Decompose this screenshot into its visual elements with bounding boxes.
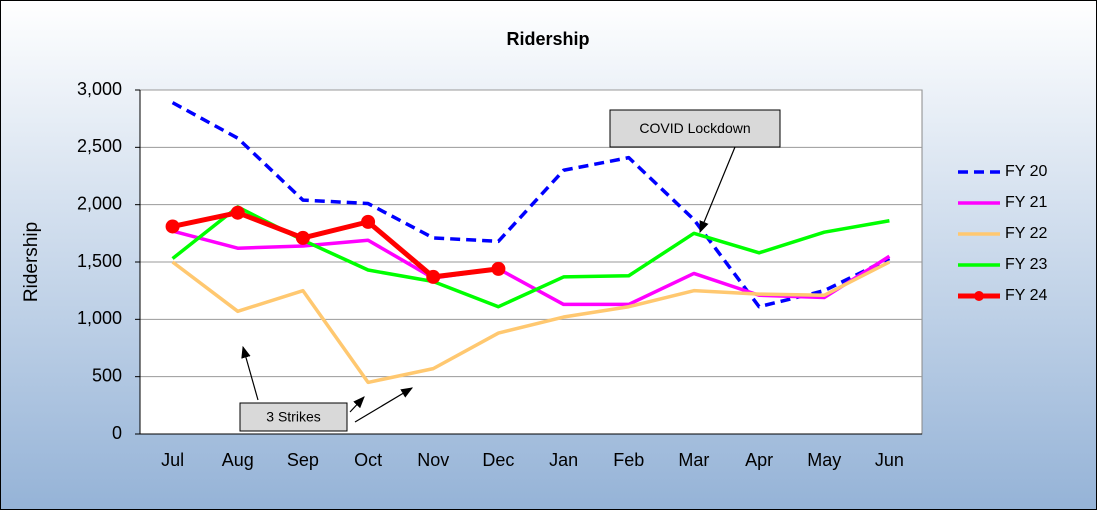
x-tick-label: Sep [287,450,319,470]
annotation-arrow [354,387,414,423]
y-tick-label: 2,000 [77,193,122,213]
annotation-arrow [699,146,736,234]
legend-label: FY 20 [1005,163,1048,180]
y-tick-label: 1,500 [77,251,122,271]
series-line [171,101,891,309]
annotation-text: 3 Strikes [266,409,320,425]
data-point [295,230,310,245]
data-point [426,269,441,284]
annotation-box [609,109,781,148]
x-tick-label: May [807,450,841,470]
y-tick-label: 0 [112,423,122,443]
data-point [230,205,245,220]
x-tick-label: Dec [482,450,514,470]
x-tick-label: Oct [354,450,382,470]
series-line [171,260,891,385]
legend-label: FY 22 [1005,225,1048,242]
x-tick-label: Mar [678,450,709,470]
data-point [361,214,376,229]
x-tick-label: Feb [613,450,644,470]
x-tick-label: Jun [875,450,904,470]
legend-label: FY 23 [1005,256,1048,273]
annotation-arrow [349,396,365,413]
legend-label: FY 24 [1005,287,1048,304]
y-tick-label: 500 [92,365,122,385]
x-tick-label: Aug [222,450,254,470]
y-tick-label: 1,000 [77,308,122,328]
x-tick-label: Apr [745,450,773,470]
y-axis-label: Ridership [21,222,42,302]
legend-label: FY 21 [1005,194,1048,211]
y-tick-label: 3,000 [77,79,122,99]
annotation-text: COVID Lockdown [639,120,750,136]
x-tick-label: Jan [549,450,578,470]
chart-title: Ridership [506,29,589,49]
annotation-box [239,402,348,432]
x-tick-label: Nov [417,450,449,470]
y-tick-label: 2,500 [77,136,122,156]
data-point [165,219,180,234]
x-tick-label: Jul [161,450,184,470]
data-point [491,261,506,276]
legend-marker [974,291,984,301]
annotation-arrow [241,345,259,401]
series-line [172,210,499,280]
